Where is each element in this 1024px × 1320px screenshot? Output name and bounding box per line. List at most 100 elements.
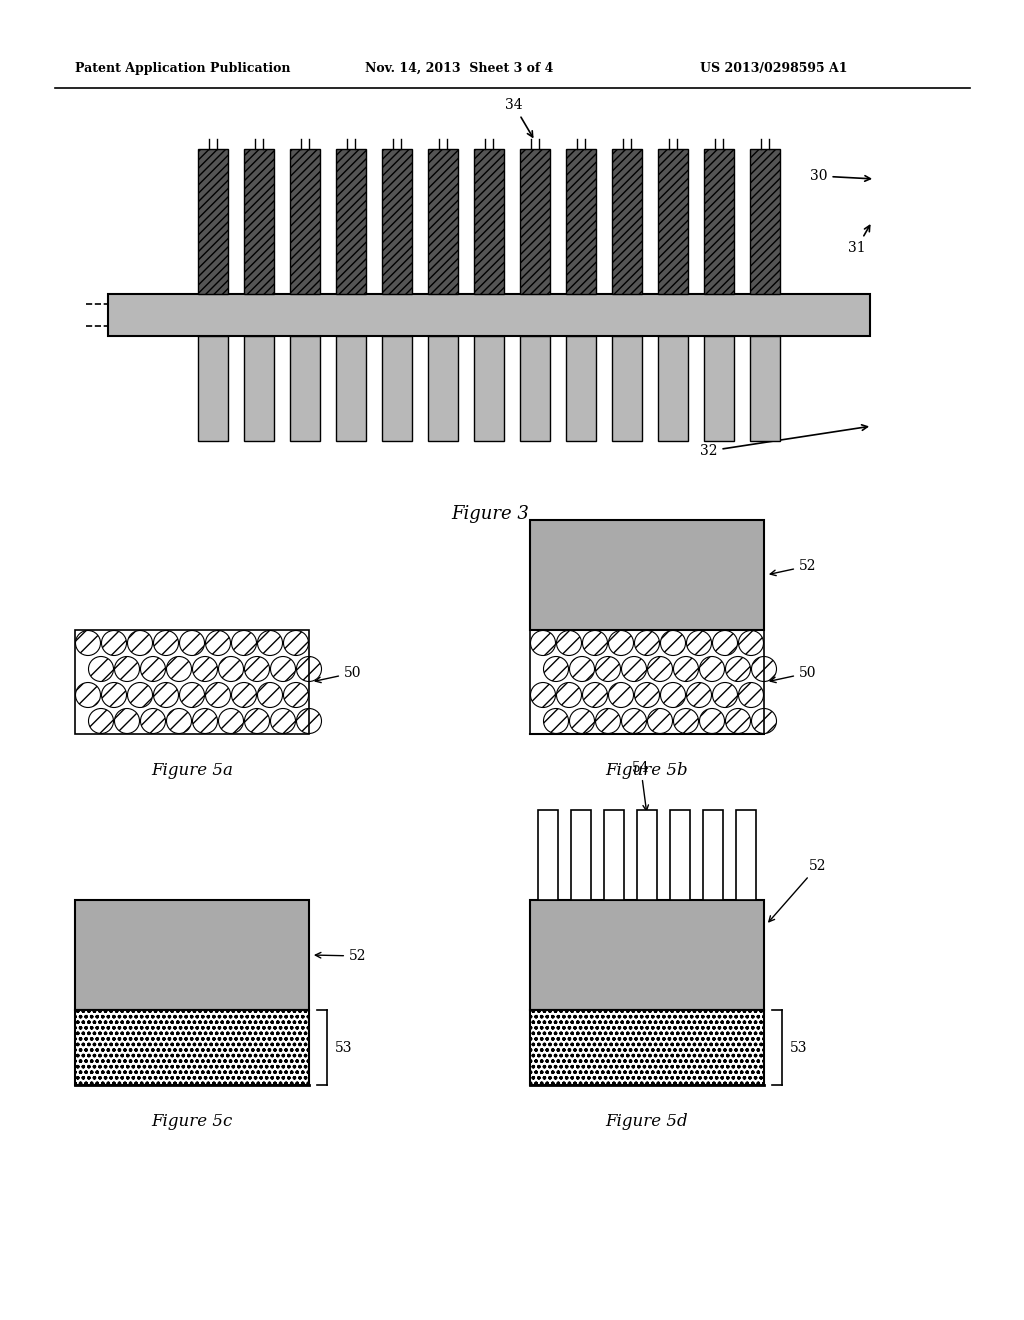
Bar (658, 337, 688, 441)
Circle shape (193, 656, 217, 681)
Circle shape (699, 656, 725, 681)
Text: 32: 32 (700, 425, 867, 458)
Bar (198, 337, 228, 441)
Circle shape (270, 656, 296, 681)
Circle shape (115, 709, 139, 734)
Bar (474, 149, 504, 294)
Bar (290, 337, 319, 441)
Circle shape (596, 709, 621, 734)
Circle shape (674, 709, 698, 734)
Circle shape (544, 709, 568, 734)
Circle shape (530, 682, 555, 708)
Circle shape (686, 631, 712, 656)
Bar (705, 337, 734, 441)
Circle shape (297, 709, 322, 734)
Bar (520, 337, 550, 441)
Circle shape (101, 631, 127, 656)
Circle shape (167, 709, 191, 734)
Circle shape (257, 682, 283, 708)
Bar (705, 149, 734, 294)
Bar (571, 810, 591, 900)
Circle shape (569, 709, 595, 734)
Text: Figure 5a: Figure 5a (152, 762, 232, 779)
Text: Figure 5b: Figure 5b (605, 762, 688, 779)
Bar (750, 149, 780, 294)
Bar (75, 900, 309, 1010)
Bar (566, 149, 596, 294)
Circle shape (270, 709, 296, 734)
Bar (530, 1010, 764, 1085)
Circle shape (738, 631, 764, 656)
Bar (658, 149, 688, 294)
Circle shape (713, 631, 737, 656)
Text: 50: 50 (770, 667, 816, 682)
Circle shape (622, 656, 646, 681)
Circle shape (556, 682, 582, 708)
Bar (530, 900, 764, 1010)
Circle shape (738, 682, 764, 708)
Circle shape (206, 682, 230, 708)
Circle shape (257, 631, 283, 656)
Circle shape (245, 656, 269, 681)
Circle shape (569, 656, 595, 681)
Bar (736, 810, 756, 900)
Circle shape (544, 656, 568, 681)
Circle shape (752, 656, 776, 681)
Text: 31: 31 (848, 226, 869, 255)
Text: 53: 53 (790, 1040, 808, 1055)
Circle shape (608, 682, 634, 708)
Bar (530, 520, 764, 630)
Bar (290, 149, 319, 294)
Bar (750, 337, 780, 441)
Circle shape (179, 682, 205, 708)
Circle shape (115, 656, 139, 681)
Circle shape (530, 631, 555, 656)
Circle shape (218, 709, 244, 734)
Circle shape (231, 682, 256, 708)
Circle shape (101, 682, 127, 708)
Circle shape (674, 656, 698, 681)
Text: US 2013/0298595 A1: US 2013/0298595 A1 (700, 62, 848, 75)
Circle shape (622, 709, 646, 734)
Text: 30: 30 (810, 169, 870, 183)
Circle shape (647, 656, 673, 681)
Bar (637, 810, 657, 900)
Bar (382, 337, 412, 441)
Bar (75, 1010, 309, 1085)
Circle shape (193, 709, 217, 734)
Circle shape (556, 631, 582, 656)
Bar (604, 810, 624, 900)
Bar (198, 149, 228, 294)
Bar (474, 337, 504, 441)
Bar (538, 810, 558, 900)
Text: Figure 5d: Figure 5d (605, 1113, 688, 1130)
Circle shape (140, 656, 166, 681)
Circle shape (635, 631, 659, 656)
Bar (520, 149, 550, 294)
Bar (612, 149, 642, 294)
Circle shape (128, 682, 153, 708)
Bar (612, 337, 642, 441)
Circle shape (76, 631, 100, 656)
Text: 54: 54 (632, 762, 649, 810)
Bar (428, 149, 458, 294)
Circle shape (752, 709, 776, 734)
Circle shape (218, 656, 244, 681)
Circle shape (608, 631, 634, 656)
Circle shape (699, 709, 725, 734)
Text: 52: 52 (770, 558, 816, 576)
Circle shape (88, 656, 114, 681)
Circle shape (140, 709, 166, 734)
Circle shape (583, 682, 607, 708)
Bar (108, 294, 870, 337)
Circle shape (725, 709, 751, 734)
Text: Figure 3: Figure 3 (451, 506, 529, 523)
Circle shape (284, 631, 308, 656)
Circle shape (660, 682, 685, 708)
Bar (336, 337, 366, 441)
Bar (75, 630, 309, 734)
Bar (244, 337, 274, 441)
Circle shape (167, 656, 191, 681)
Text: 34: 34 (505, 98, 532, 137)
Circle shape (128, 631, 153, 656)
